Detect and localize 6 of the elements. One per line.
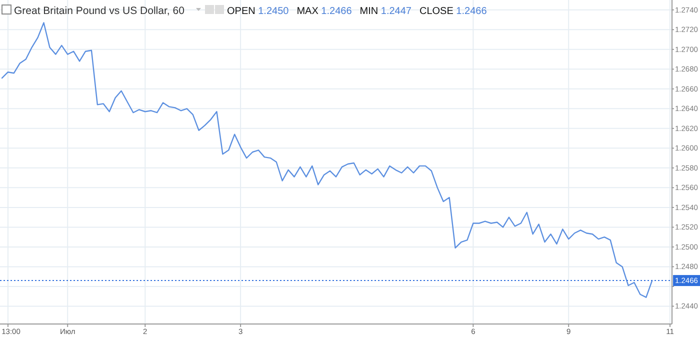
line-series bbox=[1, 22, 653, 298]
annotation: MIN 1.2447 bbox=[360, 6, 412, 17]
text: Great Britain Pound vs US Dollar, 60 bbox=[14, 5, 185, 17]
annotation: OPEN 1.2450 bbox=[227, 6, 290, 17]
annotation: MAX 1.2466 bbox=[296, 6, 352, 17]
annotation: CLOSE 1.2466 bbox=[419, 6, 488, 17]
